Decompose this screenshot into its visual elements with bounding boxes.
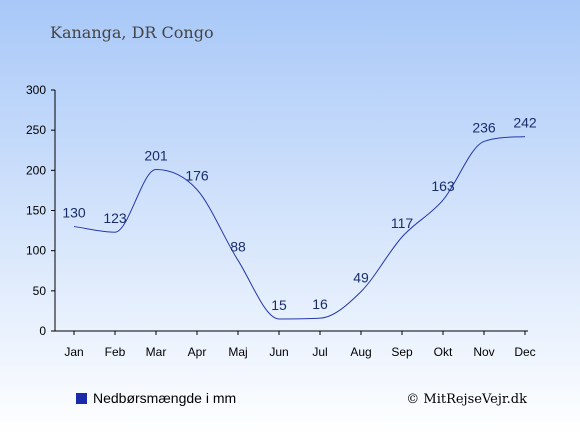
chart-title: Kananga, DR Congo [50,23,214,42]
data-label: 88 [230,238,246,254]
legend-label: Nedbørsmængde i mm [93,390,236,406]
x-tick-label: Jun [269,345,288,359]
x-tick-label: Maj [228,345,247,359]
y-tick-label: 250 [26,123,46,137]
x-tick-label: Nov [473,345,494,359]
series-line [73,136,526,320]
x-tick-label: Aug [350,345,371,359]
data-label: 117 [391,215,414,231]
y-tick-label: 50 [33,284,47,298]
y-tick-label: 300 [26,83,46,97]
data-label: 16 [312,296,328,312]
data-label: 201 [144,148,168,164]
x-tick-label: Feb [105,345,126,359]
x-tick-label: Apr [188,345,207,359]
data-label: 236 [472,119,496,135]
data-label: 130 [62,205,86,221]
x-tick-label: Mar [146,345,167,359]
data-label: 123 [103,210,127,226]
x-tick-label: Dec [514,345,535,359]
data-label: 242 [513,115,537,131]
data-labels: 130 123 201 176 88 15 16 49 117 163 236 242 [62,115,537,313]
x-tick-label: Jul [312,345,327,359]
y-tick-label: 200 [26,163,46,177]
data-label: 176 [185,168,209,184]
y-axis-ticks: 0 50 100 150 200 250 300 [26,83,55,338]
x-tick-label: Okt [434,345,453,359]
x-tick-label: Jan [64,345,83,359]
legend-marker [76,393,87,404]
x-tick-label: Sep [391,345,413,359]
y-tick-label: 150 [26,204,46,218]
data-label: 15 [271,297,287,313]
data-label: 49 [353,270,369,286]
y-tick-label: 100 [26,244,46,258]
data-label: 163 [431,178,455,194]
x-axis-ticks: Jan Feb Mar Apr Maj Jun Jul Aug Sep Okt Nov Dec [64,331,536,359]
y-tick-label: 0 [39,324,46,338]
credit-text: © MitRejseVejr.dk [406,392,527,407]
